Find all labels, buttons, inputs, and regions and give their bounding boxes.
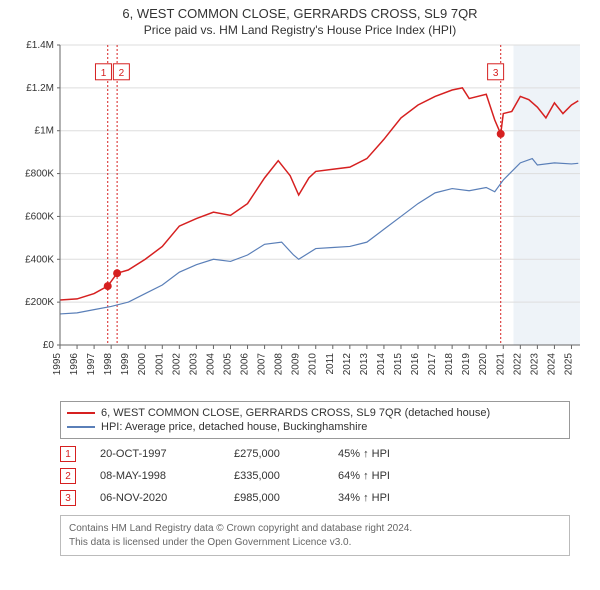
legend-label: HPI: Average price, detached house, Buck… — [101, 421, 367, 433]
svg-text:2: 2 — [119, 68, 125, 79]
svg-text:2009: 2009 — [291, 353, 302, 376]
svg-text:£1.4M: £1.4M — [26, 41, 54, 51]
event-row: 1 20-OCT-1997 £275,000 45% ↑ HPI — [60, 443, 570, 465]
svg-text:1998: 1998 — [103, 353, 114, 376]
svg-text:2003: 2003 — [188, 353, 199, 376]
svg-text:2002: 2002 — [171, 353, 182, 376]
event-marker: 2 — [60, 468, 76, 484]
event-price: £275,000 — [234, 448, 314, 460]
svg-text:2011: 2011 — [325, 353, 336, 375]
footer-line1: Contains HM Land Registry data © Crown c… — [69, 522, 561, 536]
svg-text:£1.2M: £1.2M — [26, 83, 54, 94]
title-address: 6, WEST COMMON CLOSE, GERRARDS CROSS, SL… — [0, 6, 600, 21]
event-price: £985,000 — [234, 492, 314, 504]
svg-text:2008: 2008 — [274, 353, 285, 376]
event-delta: 64% ↑ HPI — [338, 470, 390, 482]
legend-item: HPI: Average price, detached house, Buck… — [67, 420, 563, 434]
footer-line2: This data is licensed under the Open Gov… — [69, 536, 561, 550]
event-date: 20-OCT-1997 — [100, 448, 210, 460]
svg-text:1: 1 — [101, 68, 107, 79]
chart-area: 1 2 3 £0 £200K £400K £600K £800K £1M £1.2M £1.4M 19… — [0, 41, 600, 395]
sale-events: 1 20-OCT-1997 £275,000 45% ↑ HPI 2 08-MAY-199… — [60, 443, 570, 509]
event-row: 2 08-MAY-1998 £335,000 64% ↑ HPI — [60, 465, 570, 487]
svg-text:£0: £0 — [43, 340, 55, 351]
svg-text:£400K: £400K — [25, 254, 54, 265]
svg-text:2006: 2006 — [240, 353, 251, 376]
event-date: 06-NOV-2020 — [100, 492, 210, 504]
event-row: 3 06-NOV-2020 £985,000 34% ↑ HPI — [60, 487, 570, 509]
attribution-footer: Contains HM Land Registry data © Crown c… — [60, 515, 570, 556]
svg-text:2014: 2014 — [376, 353, 387, 376]
svg-text:2015: 2015 — [393, 353, 404, 376]
svg-text:3: 3 — [493, 68, 499, 79]
svg-text:2012: 2012 — [342, 353, 353, 376]
event-marker: 1 — [60, 446, 76, 462]
svg-text:2010: 2010 — [308, 353, 319, 376]
legend: 6, WEST COMMON CLOSE, GERRARDS CROSS, SL… — [60, 401, 570, 439]
svg-text:1996: 1996 — [69, 353, 80, 376]
svg-text:2017: 2017 — [427, 353, 438, 376]
legend-swatch — [67, 412, 95, 414]
svg-text:2018: 2018 — [444, 353, 455, 376]
svg-text:2022: 2022 — [512, 353, 523, 376]
svg-text:2016: 2016 — [410, 353, 421, 376]
title-subtitle: Price paid vs. HM Land Registry's House … — [0, 23, 600, 37]
svg-text:2019: 2019 — [461, 353, 472, 376]
event-date: 08-MAY-1998 — [100, 470, 210, 482]
svg-text:2021: 2021 — [495, 353, 506, 376]
event-delta: 34% ↑ HPI — [338, 492, 390, 504]
chart-svg: 1 2 3 £0 £200K £400K £600K £800K £1M £1.2M £1.4M 19… — [0, 41, 600, 395]
chart-titles: 6, WEST COMMON CLOSE, GERRARDS CROSS, SL… — [0, 0, 600, 41]
svg-text:2023: 2023 — [529, 353, 540, 376]
legend-label: 6, WEST COMMON CLOSE, GERRARDS CROSS, SL… — [101, 407, 490, 419]
event-price: £335,000 — [234, 470, 314, 482]
svg-text:£200K: £200K — [25, 297, 54, 308]
svg-text:2000: 2000 — [137, 353, 148, 376]
svg-text:2005: 2005 — [222, 353, 233, 376]
svg-text:1995: 1995 — [52, 353, 63, 376]
legend-swatch — [67, 426, 95, 428]
event-marker: 3 — [60, 490, 76, 506]
svg-text:1997: 1997 — [86, 353, 97, 376]
event-delta: 45% ↑ HPI — [338, 448, 390, 460]
svg-text:£800K: £800K — [25, 169, 54, 180]
svg-text:£1M: £1M — [35, 126, 54, 137]
svg-text:2004: 2004 — [205, 353, 216, 376]
svg-text:2001: 2001 — [154, 353, 165, 376]
svg-text:£600K: £600K — [25, 211, 54, 222]
svg-text:2020: 2020 — [478, 353, 489, 376]
legend-item: 6, WEST COMMON CLOSE, GERRARDS CROSS, SL… — [67, 406, 563, 420]
svg-text:2007: 2007 — [257, 353, 268, 376]
svg-text:2013: 2013 — [359, 353, 370, 376]
svg-text:1999: 1999 — [120, 353, 131, 376]
svg-text:2025: 2025 — [563, 353, 574, 376]
svg-text:2024: 2024 — [546, 353, 557, 376]
